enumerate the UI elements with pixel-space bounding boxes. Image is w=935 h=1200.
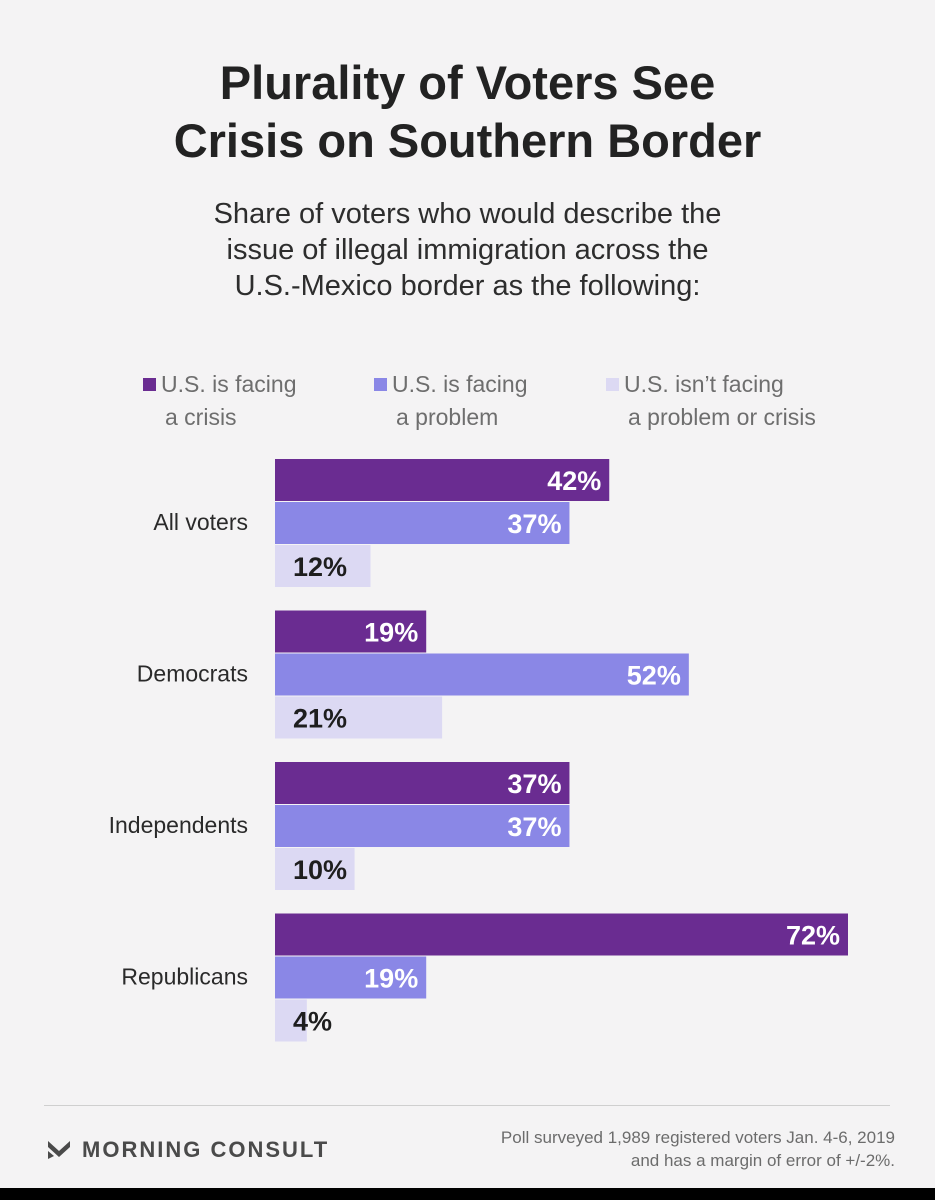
category-label: Republicans (121, 964, 248, 990)
data-label: 72% (786, 921, 840, 951)
bar (275, 805, 570, 847)
data-label: 10% (293, 855, 347, 885)
legend-swatch-crisis (143, 378, 156, 391)
subtitle-line-3: U.S.-Mexico border as the following: (234, 270, 701, 302)
category-label: All voters (153, 509, 248, 535)
bar (275, 610, 427, 653)
legend-label-line-1: U.S. is facing (161, 371, 297, 397)
legend-label-line-2: a problem or crisis (628, 404, 816, 430)
data-label: 21% (293, 704, 347, 734)
bar (275, 696, 443, 739)
data-label: 19% (364, 964, 418, 994)
title-line-2: Crisis on Southern Border (173, 114, 762, 167)
subtitle-line-1: Share of voters who would describe the (213, 198, 722, 230)
bar (275, 545, 371, 587)
chart-subtitle: Share of voters who would describe the i… (0, 196, 935, 304)
legend-swatch-problem (374, 378, 387, 391)
chart-title: Plurality of Voters See Crisis on Southe… (0, 54, 935, 170)
bar (275, 502, 570, 544)
data-label: 19% (364, 618, 418, 648)
data-label: 12% (293, 552, 347, 582)
bottom-edge-bar (0, 1188, 935, 1200)
bar (275, 762, 570, 804)
legend-item-crisis: U.S. is facing a crisis (143, 368, 297, 434)
legend-label-line-2: a crisis (165, 404, 237, 430)
bar-chart: All voters 42% 37% 12% Democrats 19% 52% 21% Ind… (109, 459, 848, 1042)
data-label: 42% (547, 466, 601, 496)
data-label: 37% (507, 812, 561, 842)
brand-logo: MORNING CONSULT (48, 1135, 329, 1165)
legend-item-no-problem: U.S. isn’t facing a problem or crisis (606, 368, 816, 434)
subtitle-line-2: issue of illegal immigration across the (226, 234, 709, 266)
bar (275, 848, 355, 890)
brand-name: MORNING CONSULT (82, 1137, 330, 1162)
bar (275, 913, 848, 956)
data-label: 52% (627, 661, 681, 691)
footnote-line-2: and has a margin of error of +/-2%. (630, 1151, 895, 1170)
morning-consult-logo-icon (48, 1141, 70, 1159)
data-label: 37% (507, 509, 561, 539)
data-label: 37% (507, 769, 561, 799)
bar (275, 999, 307, 1042)
bar (275, 653, 689, 696)
category-label: Democrats (137, 661, 248, 687)
legend-item-problem: U.S. is facing a problem (374, 368, 528, 434)
legend-label-line-1: U.S. is facing (392, 371, 528, 397)
legend-label-line-2: a problem (396, 404, 499, 430)
data-label: 4% (293, 1007, 332, 1037)
footnote-line-1: Poll surveyed 1,989 registered voters Ja… (500, 1128, 895, 1147)
category-label: Independents (109, 812, 248, 838)
bar (275, 459, 610, 501)
footnote: Poll surveyed 1,989 registered voters Ja… (425, 1126, 895, 1172)
bar (275, 956, 427, 999)
footer-divider (44, 1105, 890, 1106)
legend-label-line-1: U.S. isn’t facing (624, 371, 784, 397)
title-line-1: Plurality of Voters See (219, 56, 716, 109)
legend-swatch-no-problem (606, 378, 619, 391)
